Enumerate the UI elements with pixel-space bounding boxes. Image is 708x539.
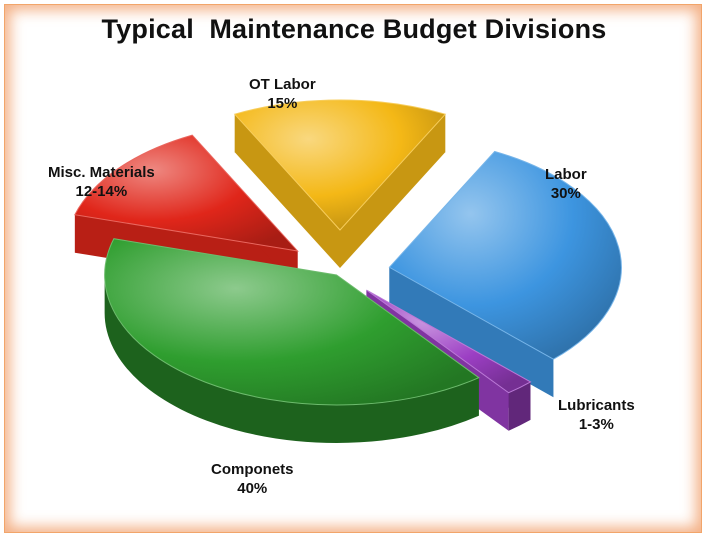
slice-rim xyxy=(104,274,479,443)
slice-label-componets-value: 40% xyxy=(237,480,268,497)
slice-label-lubricants-value: 1-3% xyxy=(578,416,614,433)
slice-top xyxy=(366,289,532,394)
pie-slice-ot-labor xyxy=(233,99,447,268)
slice-top xyxy=(104,238,480,406)
slice-label-misc-materials-value: 12-14% xyxy=(75,183,128,200)
slice-wall xyxy=(340,114,446,268)
slice-label-lubricants-name: Lubricants xyxy=(558,397,635,414)
slice-label-componets: Componets 40% xyxy=(211,460,294,498)
slice-label-componets-name: Componets xyxy=(211,461,294,478)
pie-slice-componets xyxy=(104,238,480,443)
chart-title: Typical Maintenance Budget Divisions xyxy=(101,14,607,44)
slice-label-ot-labor-value: 15% xyxy=(267,95,298,112)
slice-top xyxy=(233,99,447,231)
slice-label-misc-materials-name: Misc. Materials xyxy=(48,164,155,181)
slice-top xyxy=(74,134,299,252)
slice-top xyxy=(388,150,622,360)
slice-wall xyxy=(389,267,554,398)
slice-label-ot-labor: OT Labor 15% xyxy=(249,75,316,113)
slice-label-labor: Labor 30% xyxy=(545,165,587,203)
slice-label-ot-labor-name: OT Labor xyxy=(249,76,316,93)
slice-label-misc-materials: Misc. Materials 12-14% xyxy=(48,163,155,201)
slice-label-labor-name: Labor xyxy=(545,166,587,183)
pie-slice-labor xyxy=(388,150,622,398)
slice-label-labor-value: 30% xyxy=(550,185,581,202)
slice-label-lubricants: Lubricants 1-3% xyxy=(558,396,635,434)
slice-rim xyxy=(508,381,531,431)
slice-wall xyxy=(234,114,340,268)
